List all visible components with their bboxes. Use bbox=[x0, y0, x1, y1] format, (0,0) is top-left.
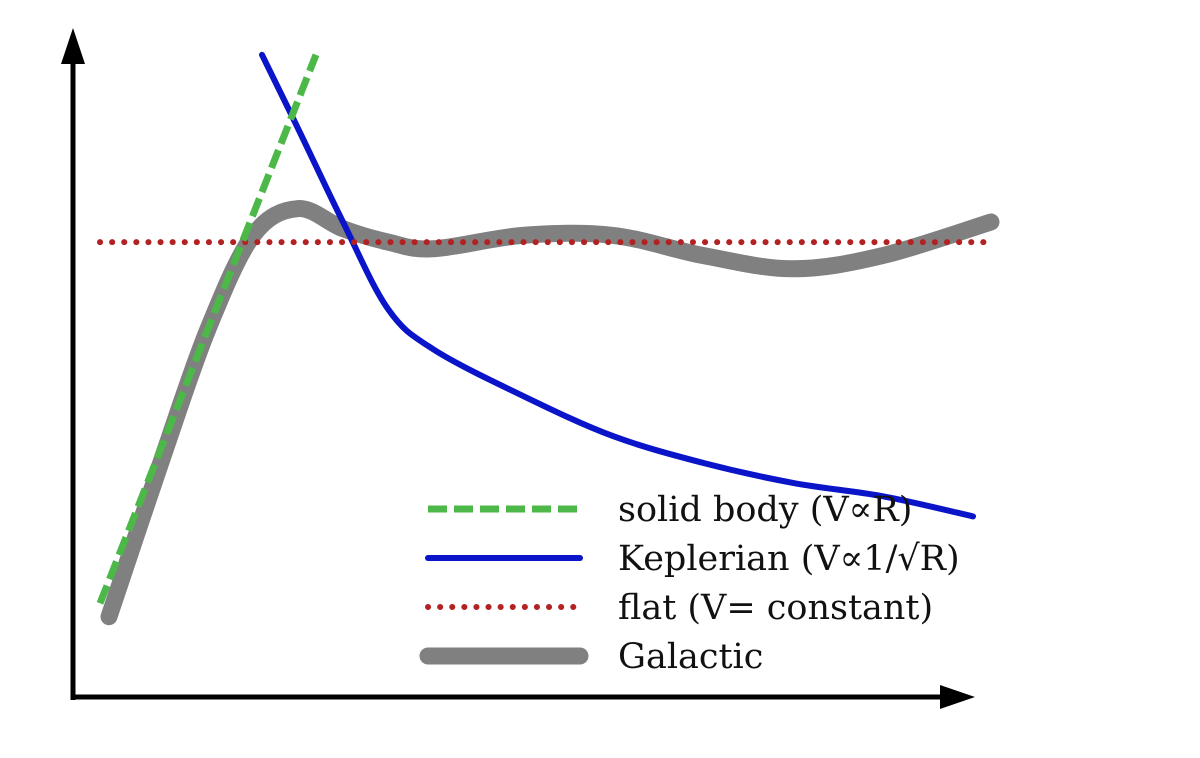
series-line-2 bbox=[259, 51, 976, 520]
legend-label-3: flat (V= constant) bbox=[618, 588, 933, 628]
legend-label-4: Galactic bbox=[618, 637, 763, 677]
legend: solid body (V∝R) Keplerian (V∝1/√R) flat (… bbox=[419, 490, 960, 677]
series-layer bbox=[96, 51, 1000, 626]
series-line-1 bbox=[96, 53, 320, 605]
y-axis-arrow bbox=[61, 28, 85, 64]
legend-label-2: Keplerian (V∝1/√R) bbox=[618, 539, 960, 579]
legend-label-1: solid body (V∝R) bbox=[618, 490, 912, 530]
axes bbox=[61, 28, 975, 709]
x-axis-arrow bbox=[940, 685, 975, 709]
